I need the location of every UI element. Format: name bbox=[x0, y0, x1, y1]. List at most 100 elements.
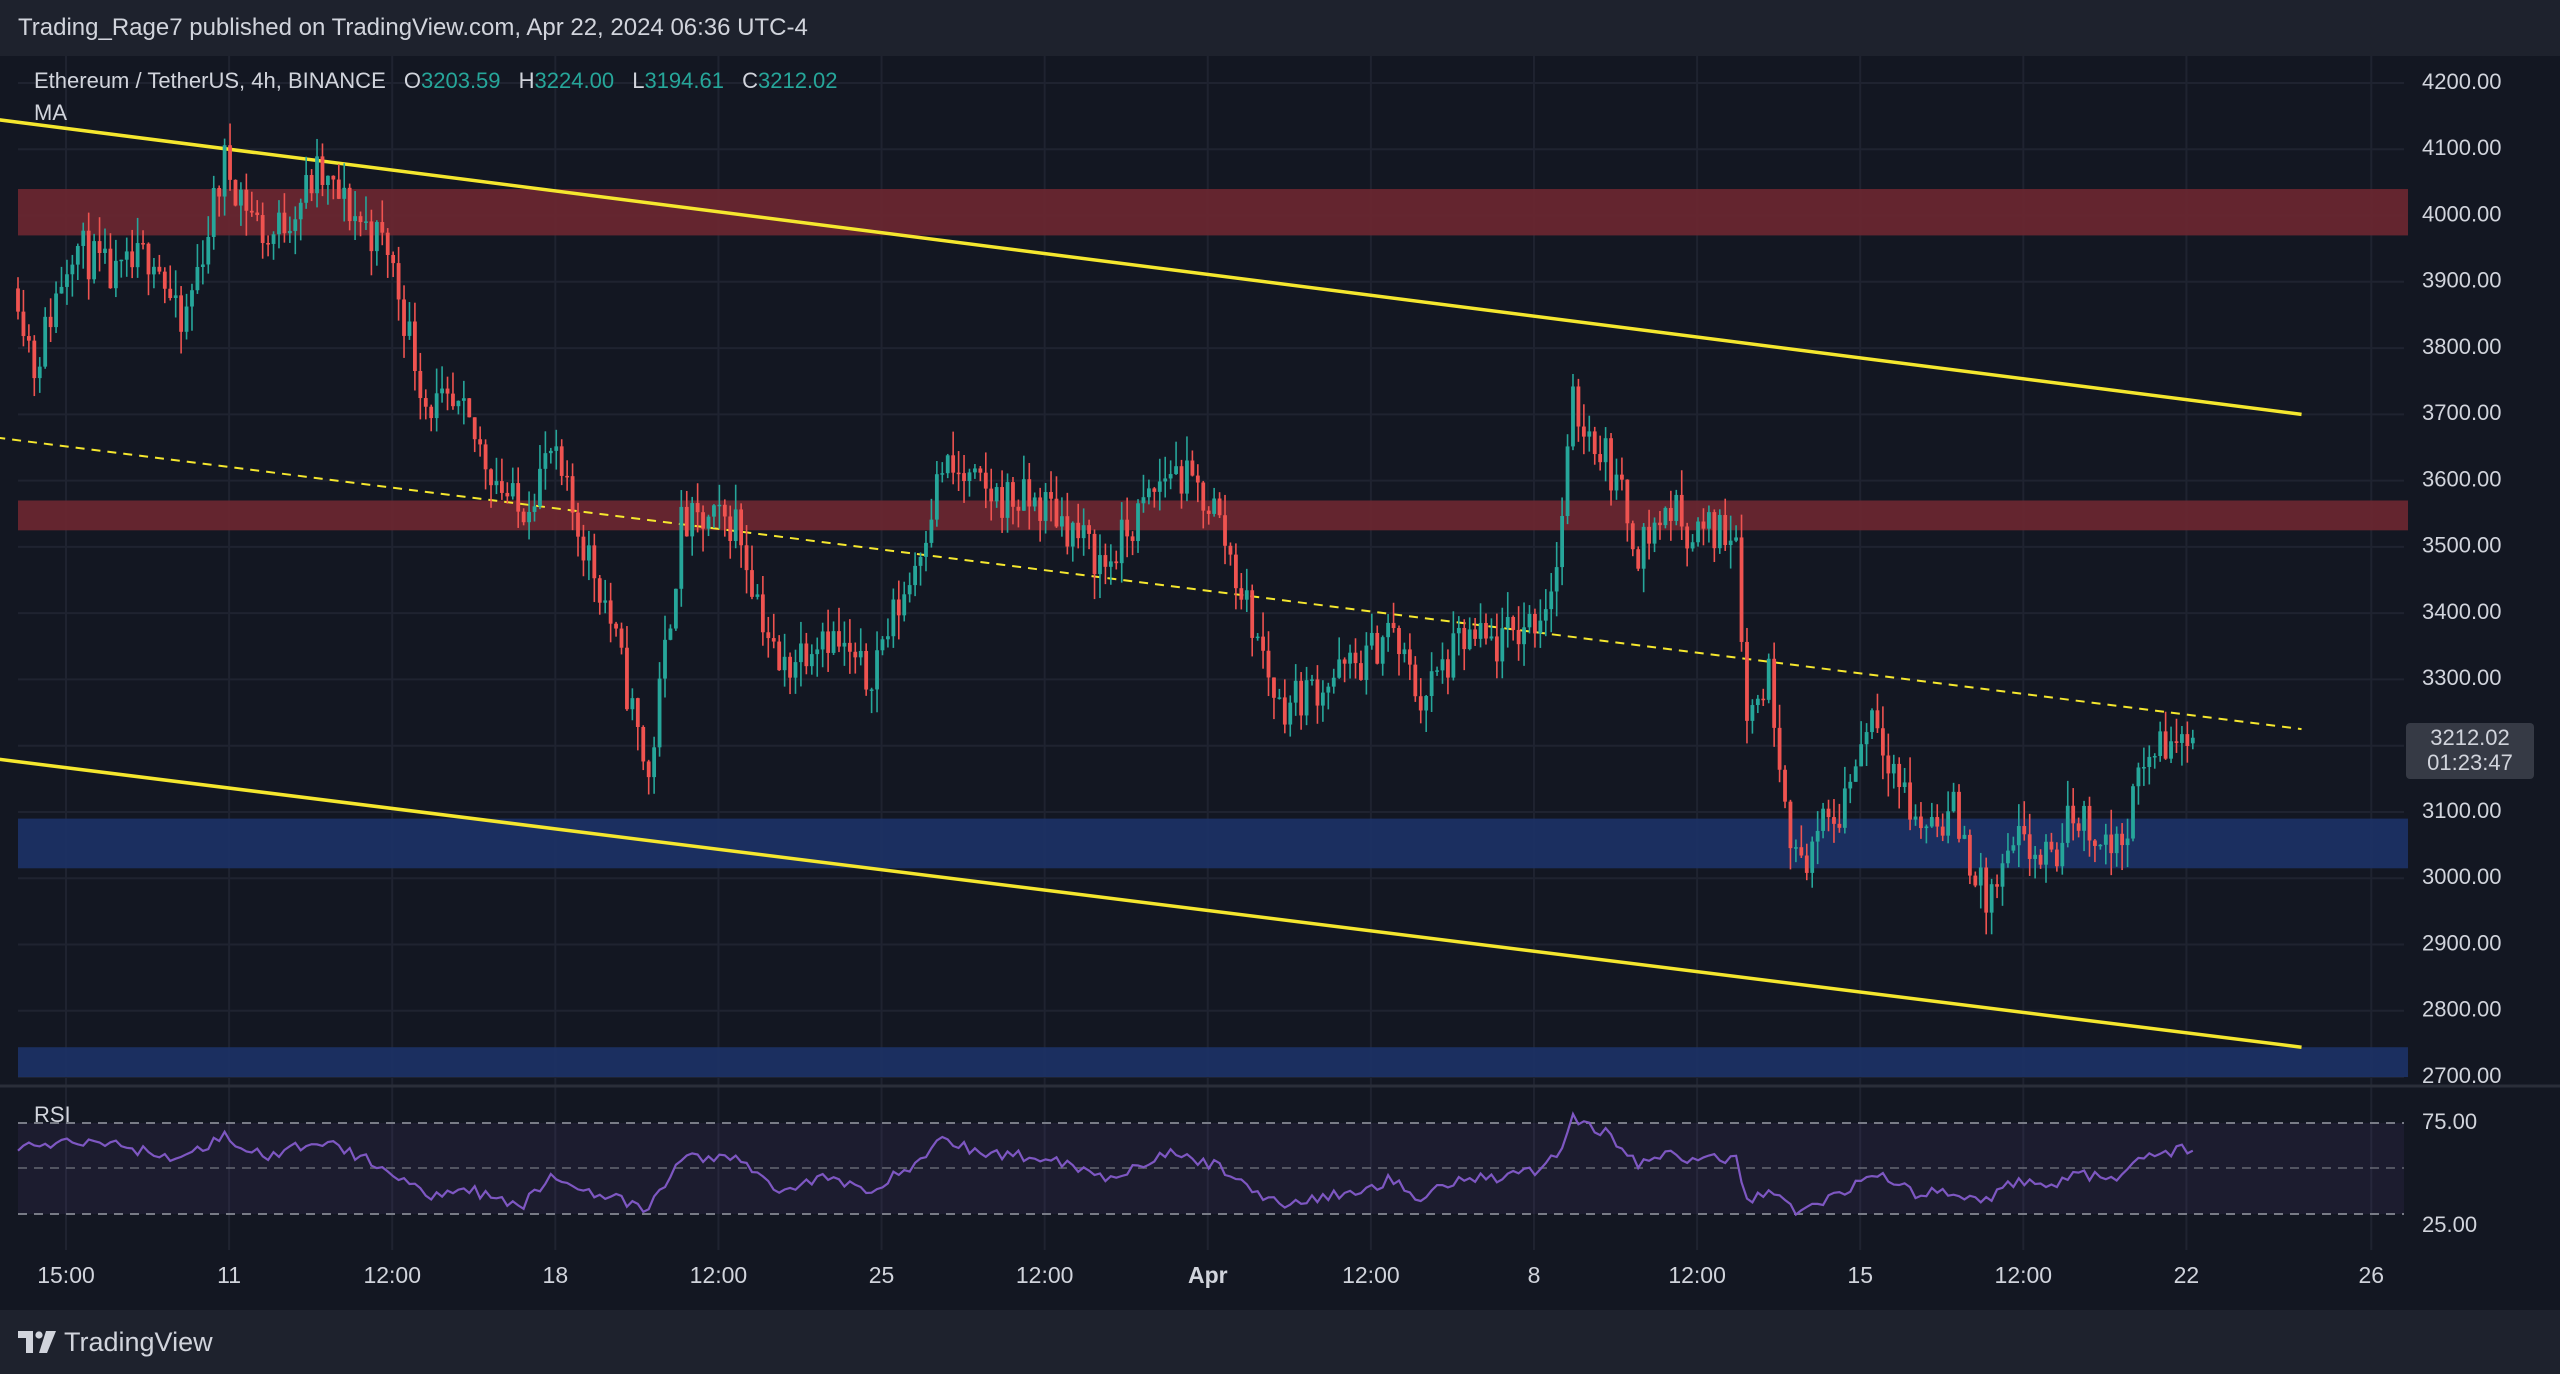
candle-down bbox=[695, 483, 700, 533]
candle-body bbox=[1049, 492, 1053, 499]
candle-body bbox=[1902, 782, 1907, 788]
candle-down bbox=[347, 183, 352, 231]
candle-body bbox=[1233, 554, 1238, 589]
candle-up bbox=[1587, 415, 1592, 452]
candle-up bbox=[2060, 823, 2065, 875]
candle-down bbox=[1745, 627, 1749, 744]
candle-body bbox=[1185, 460, 1189, 494]
candle-body bbox=[2044, 841, 2048, 865]
candle-down bbox=[1011, 477, 1015, 525]
candle-down bbox=[1016, 499, 1021, 528]
candle-body bbox=[1560, 516, 1565, 568]
y-tick-label: 3300.00 bbox=[2422, 665, 2502, 690]
candle-body bbox=[277, 212, 281, 235]
candle-up bbox=[206, 216, 211, 274]
candle-body bbox=[1190, 460, 1195, 476]
candle-body bbox=[1766, 658, 1771, 700]
candle-up bbox=[287, 216, 292, 243]
candle-down bbox=[565, 460, 570, 491]
candle-body bbox=[54, 293, 58, 328]
candle-body bbox=[570, 476, 575, 513]
candle-down bbox=[989, 468, 994, 521]
candle-body bbox=[97, 241, 102, 254]
candle-body bbox=[902, 594, 907, 616]
candle-up bbox=[1293, 664, 1298, 716]
candle-body bbox=[249, 210, 254, 213]
candle-down bbox=[837, 607, 841, 653]
candle-down bbox=[1266, 631, 1271, 697]
candle-up bbox=[124, 237, 129, 277]
candle-body bbox=[423, 398, 428, 407]
candle-body bbox=[331, 175, 336, 180]
candle-body bbox=[1783, 769, 1787, 802]
candle-body bbox=[864, 650, 869, 690]
candle-body bbox=[1527, 613, 1532, 628]
candle-down bbox=[217, 185, 222, 217]
candle-up bbox=[1924, 824, 1929, 844]
candle-body bbox=[1880, 728, 1885, 756]
candle-body bbox=[782, 656, 787, 671]
candle-body bbox=[1038, 497, 1043, 521]
candle-up bbox=[1119, 502, 1124, 583]
candle-up bbox=[461, 380, 466, 425]
candle-body bbox=[1223, 515, 1227, 546]
candle-up bbox=[1560, 497, 1565, 586]
candle-body bbox=[385, 232, 390, 255]
candle-down bbox=[1533, 608, 1537, 648]
candle-body bbox=[1853, 766, 1858, 782]
candle-body bbox=[750, 570, 754, 597]
candle-body bbox=[1592, 431, 1597, 455]
candle-up bbox=[548, 447, 553, 464]
candle-down bbox=[1620, 457, 1624, 491]
candle-body bbox=[820, 631, 825, 650]
candle-down bbox=[2174, 718, 2179, 753]
candle-down bbox=[1647, 509, 1651, 560]
legend-high: 3224.00 bbox=[535, 68, 615, 93]
candle-body bbox=[86, 230, 91, 280]
candle-down bbox=[701, 505, 705, 552]
candle-body bbox=[2136, 767, 2141, 787]
candle-up bbox=[1538, 599, 1543, 648]
candle-up bbox=[630, 688, 635, 721]
candle-body bbox=[1652, 522, 1657, 544]
candle-down bbox=[1201, 480, 1206, 529]
candle-body bbox=[853, 651, 858, 658]
candle-body bbox=[2147, 756, 2152, 768]
candle-down bbox=[744, 525, 749, 594]
candle-body bbox=[26, 336, 31, 341]
y-tick-label: 3500.00 bbox=[2422, 533, 2502, 558]
candle-body bbox=[1141, 497, 1146, 504]
candle-down bbox=[2022, 801, 2027, 841]
candle-up bbox=[1902, 767, 1907, 793]
candle-down bbox=[21, 289, 26, 347]
candle-body bbox=[1696, 521, 1700, 543]
candle-up bbox=[173, 270, 178, 318]
candle-down bbox=[1777, 704, 1782, 783]
candle-up bbox=[1369, 613, 1374, 650]
candle-body bbox=[1777, 727, 1782, 770]
candle-up bbox=[2158, 721, 2163, 762]
candle-down bbox=[1919, 802, 1923, 839]
candle-body bbox=[1299, 680, 1304, 716]
x-axis[interactable]: 15:00 11 12:00 18 12:00 25 12:00 Apr 12:00 8 12:00… bbox=[37, 1262, 2384, 1288]
candle-body bbox=[684, 506, 689, 537]
candle-down bbox=[1233, 543, 1238, 610]
y-axis[interactable]: 4200.00 4100.00 4000.00 3900.00 3800.00 3700.… bbox=[2422, 69, 2502, 1088]
candle-body bbox=[1772, 658, 1777, 728]
candle-body bbox=[1755, 698, 1760, 706]
candle-up bbox=[1690, 534, 1695, 552]
candle-body bbox=[983, 472, 988, 489]
tradingview-logo[interactable]: TradingView bbox=[18, 1327, 213, 1358]
candle-up bbox=[1614, 458, 1619, 500]
candle-down bbox=[521, 508, 526, 526]
candle-body bbox=[282, 212, 287, 234]
candle-up bbox=[2044, 834, 2048, 883]
candle-down bbox=[396, 246, 401, 321]
candle-body bbox=[1364, 645, 1369, 680]
candle-body bbox=[304, 175, 309, 203]
candle-body bbox=[1891, 763, 1896, 774]
candle-body bbox=[679, 506, 684, 589]
candle-body bbox=[1315, 679, 1320, 706]
tradingview-logo-icon bbox=[18, 1331, 56, 1353]
